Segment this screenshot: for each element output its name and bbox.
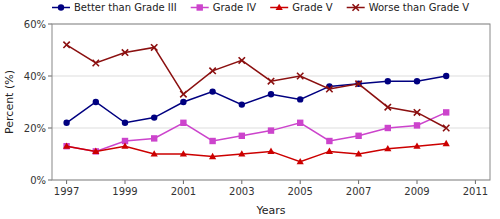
x-axis-label: Years (255, 204, 285, 217)
tick-label: 20% (24, 123, 46, 134)
data-point (239, 133, 245, 139)
tick-mark (475, 180, 476, 184)
tick-label: 1999 (112, 186, 137, 197)
data-point (268, 91, 274, 97)
data-point (209, 153, 216, 159)
data-point (180, 150, 187, 156)
data-point (122, 49, 128, 55)
data-point (297, 73, 303, 79)
data-point (297, 96, 303, 102)
legend: Better than Grade III Grade IV Grade V Wors… (52, 2, 469, 13)
data-point (267, 148, 274, 154)
data-point (92, 148, 99, 154)
legend-entry: Better than Grade III (74, 2, 177, 13)
data-point (239, 101, 245, 107)
data-point (355, 133, 361, 139)
data-point (413, 142, 420, 148)
data-point (326, 138, 332, 144)
data-point (443, 140, 450, 146)
data-point (209, 138, 215, 144)
data-point (180, 120, 186, 126)
data-point (122, 120, 128, 126)
data-point (121, 142, 128, 148)
tick-label: 2009 (404, 186, 429, 197)
legend-marker (276, 4, 283, 10)
tick-label: 40% (24, 71, 46, 82)
data-point (63, 120, 69, 126)
tick-label: 2005 (287, 186, 312, 197)
tick-mark (48, 128, 52, 129)
data-point (209, 88, 215, 94)
data-point (93, 99, 99, 105)
series-line (67, 76, 447, 123)
legend-marker (353, 4, 359, 10)
tick-mark (241, 180, 242, 184)
data-point (385, 78, 391, 84)
data-point (326, 148, 333, 154)
tick-label: 2003 (229, 186, 254, 197)
plot-frame (52, 24, 490, 180)
series-line (67, 112, 447, 151)
tick-mark (48, 76, 52, 77)
tick-label: 60% (24, 19, 46, 30)
data-point (355, 150, 362, 156)
tick-mark (300, 180, 301, 184)
data-point (63, 142, 70, 148)
data-point (180, 91, 186, 97)
legend-entry: Grade V (292, 2, 333, 13)
data-point (151, 44, 157, 50)
data-point (238, 150, 245, 156)
legend-entry: Grade IV (213, 2, 257, 13)
grid-line (52, 76, 490, 77)
tick-mark (48, 180, 52, 181)
data-point (385, 104, 391, 110)
y-axis-label: Percent (%) (3, 70, 16, 134)
tick-mark (125, 180, 126, 184)
tick-mark (358, 180, 359, 184)
legend-marker (58, 4, 64, 10)
data-point (151, 114, 157, 120)
data-point (414, 78, 420, 84)
tick-label: 0% (30, 175, 46, 186)
data-point (268, 127, 274, 133)
data-point (384, 145, 391, 151)
data-point (355, 81, 361, 87)
data-point (385, 125, 391, 131)
data-point (209, 68, 215, 74)
tick-label: 2011 (463, 186, 488, 197)
data-point (297, 120, 303, 126)
tick-mark (48, 24, 52, 25)
legend-entry: Worse than Grade V (369, 2, 470, 13)
tick-label: 2001 (171, 186, 196, 197)
data-point (443, 73, 449, 79)
plot-area (63, 42, 450, 165)
legend-marker (197, 4, 203, 10)
data-point (63, 42, 69, 48)
data-point (326, 86, 332, 92)
tick-mark (417, 180, 418, 184)
data-point (239, 57, 245, 63)
tick-label: 2007 (346, 186, 371, 197)
data-point (93, 60, 99, 66)
tick-mark (183, 180, 184, 184)
data-point (443, 109, 449, 115)
data-point (151, 150, 158, 156)
series-line (67, 45, 447, 128)
data-point (297, 158, 304, 164)
tick-mark (66, 180, 67, 184)
data-point (180, 99, 186, 105)
data-point (268, 78, 274, 84)
data-point (414, 109, 420, 115)
data-point (414, 122, 420, 128)
data-point (151, 135, 157, 141)
data-point (443, 125, 449, 131)
tick-label: 1997 (54, 186, 79, 197)
